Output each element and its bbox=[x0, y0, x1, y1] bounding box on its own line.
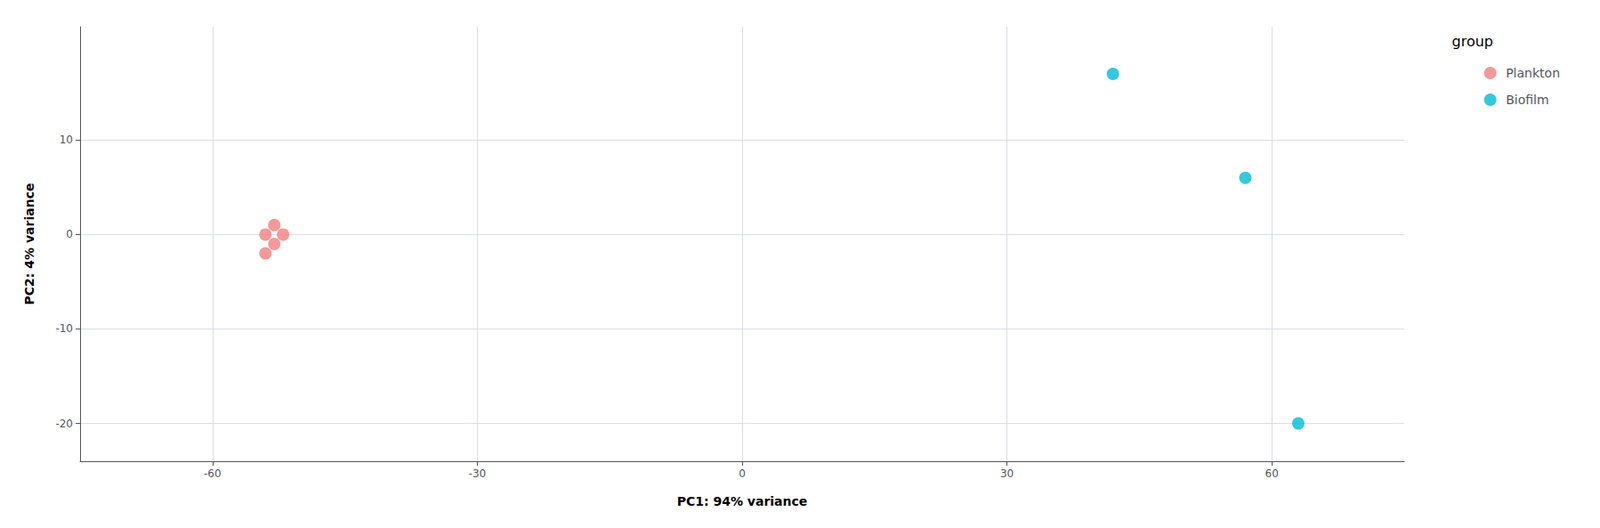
svg-text:group: group bbox=[1452, 32, 1494, 50]
svg-text:-10: -10 bbox=[55, 322, 73, 335]
svg-text:-60: -60 bbox=[203, 467, 222, 480]
svg-text:60: 60 bbox=[1265, 467, 1279, 480]
svg-text:Biofilm: Biofilm bbox=[1505, 92, 1549, 107]
svg-text:30: 30 bbox=[1000, 467, 1014, 480]
svg-text:-20: -20 bbox=[55, 417, 73, 430]
svg-text:-30: -30 bbox=[468, 467, 487, 480]
svg-text:PC2: 4% variance: PC2: 4% variance bbox=[22, 183, 37, 306]
svg-text:PC1: 94% variance: PC1: 94% variance bbox=[677, 493, 809, 509]
svg-text:Plankton: Plankton bbox=[1505, 65, 1560, 81]
svg-text:0: 0 bbox=[738, 467, 746, 480]
svg-text:0: 0 bbox=[65, 227, 73, 241]
svg-text:10: 10 bbox=[59, 133, 73, 146]
